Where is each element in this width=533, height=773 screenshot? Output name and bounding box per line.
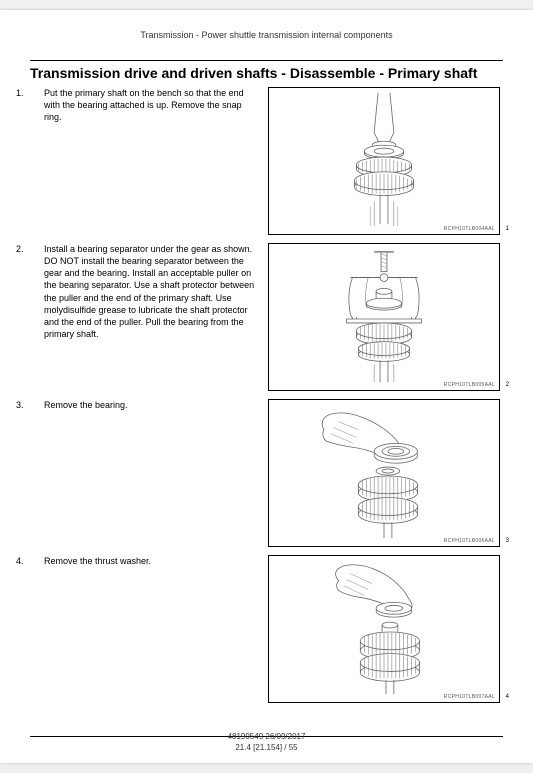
- figure-1-caption: RCPH10TLB004AAL: [444, 226, 495, 232]
- remove-bearing-diagram: [269, 400, 499, 546]
- step-3-number: 3.: [30, 399, 44, 411]
- figure-3-number: 3: [506, 538, 509, 544]
- title-rule: [30, 60, 503, 61]
- doc-info: 48190549 26/09/2017: [0, 732, 533, 742]
- figure-4-caption: RCPH10TLB007AAL: [444, 694, 495, 700]
- step-2-text: 2.Install a bearing separator under the …: [30, 243, 268, 340]
- step-2-body: Install a bearing separator under the ge…: [44, 244, 254, 339]
- step-3-body: Remove the bearing.: [44, 400, 128, 410]
- page-reference: 21.4 [21.154] / 55: [0, 743, 533, 753]
- figure-2: RCPH10TLB005AAL 2: [268, 243, 500, 391]
- figure-4: RCPH10TLB007AAL 4: [268, 555, 500, 703]
- step-3: 3.Remove the bearing.: [30, 399, 503, 547]
- step-1: 1.Put the primary shaft on the bench so …: [30, 87, 503, 235]
- breadcrumb: Transmission - Power shuttle transmissio…: [30, 30, 503, 40]
- step-4: 4.Remove the thrust washer.: [30, 555, 503, 703]
- step-1-body: Put the primary shaft on the bench so th…: [44, 88, 244, 122]
- step-2-number: 2.: [30, 243, 44, 255]
- service-manual-page: Transmission - Power shuttle transmissio…: [0, 10, 533, 763]
- remove-thrust-washer-diagram: [269, 556, 499, 702]
- figure-1: RCPH10TLB004AAL 1: [268, 87, 500, 235]
- page-footer: 48190549 26/09/2017 21.4 [21.154] / 55: [0, 732, 533, 753]
- step-3-text: 3.Remove the bearing.: [30, 399, 268, 411]
- step-4-body: Remove the thrust washer.: [44, 556, 151, 566]
- puller-diagram: [269, 244, 499, 390]
- figure-3: RCPH10TLB006AAL 3: [268, 399, 500, 547]
- page-title: Transmission drive and driven shafts - D…: [30, 65, 503, 81]
- step-4-text: 4.Remove the thrust washer.: [30, 555, 268, 567]
- step-1-text: 1.Put the primary shaft on the bench so …: [30, 87, 268, 123]
- shaft-snap-ring-diagram: [269, 88, 499, 234]
- figure-2-number: 2: [506, 382, 509, 388]
- figure-4-number: 4: [506, 694, 509, 700]
- step-2: 2.Install a bearing separator under the …: [30, 243, 503, 391]
- figure-3-caption: RCPH10TLB006AAL: [444, 538, 495, 544]
- figure-1-number: 1: [506, 226, 509, 232]
- step-1-number: 1.: [30, 87, 44, 99]
- step-4-number: 4.: [30, 555, 44, 567]
- figure-2-caption: RCPH10TLB005AAL: [444, 382, 495, 388]
